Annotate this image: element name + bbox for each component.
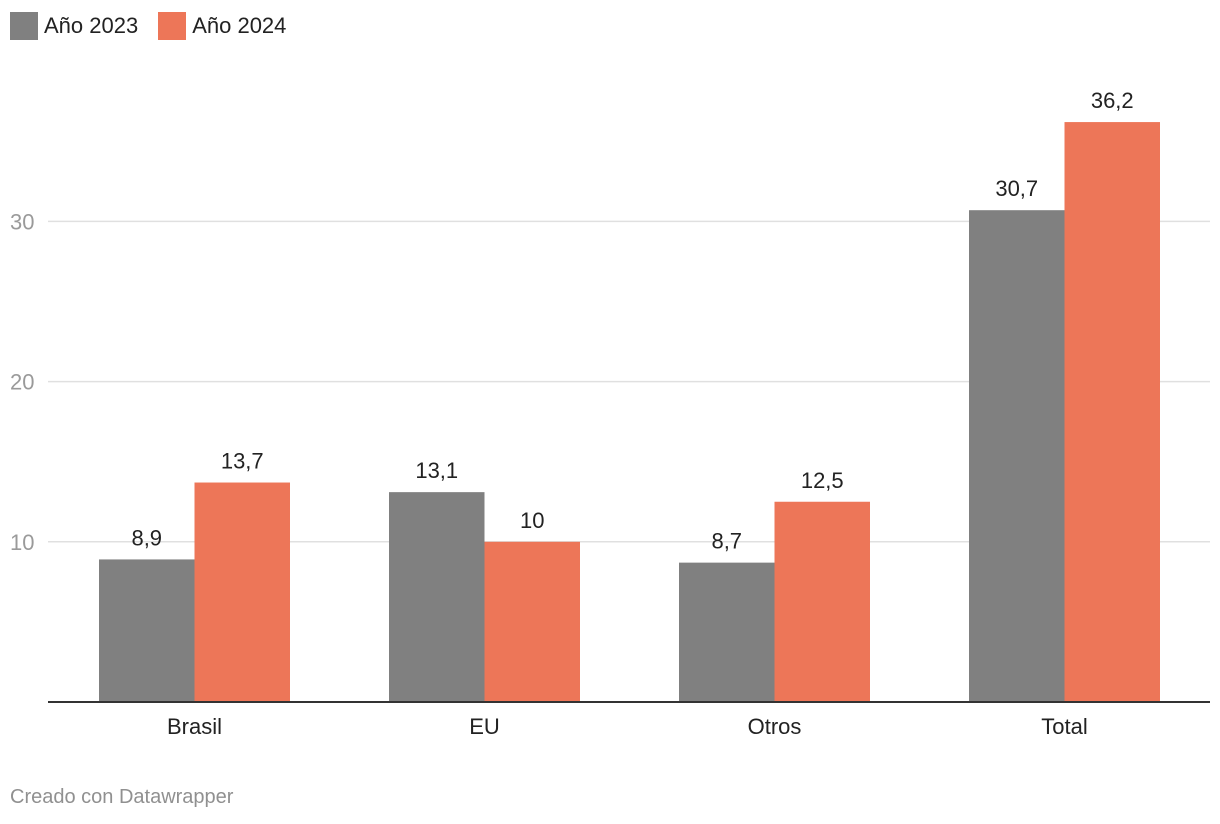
- y-tick-label-20: 20: [10, 370, 34, 395]
- value-label-eu-2023: 13,1: [415, 458, 458, 483]
- value-label-otros-2024: 12,5: [801, 468, 844, 493]
- bar-chart: 10 20 30 8,9 13,1 8,7 30,7 13,7 10 12,5 36,2 Brasil…: [10, 88, 1210, 739]
- bar-total-2023: [969, 210, 1065, 702]
- x-tick-label-total: Total: [1041, 714, 1087, 739]
- value-label-eu-2024: 10: [520, 508, 544, 533]
- legend-swatch-2023: [10, 12, 38, 40]
- bar-brasil-2023: [99, 559, 195, 702]
- legend-swatch-2024: [158, 12, 187, 40]
- bar-eu-2023: [389, 492, 485, 702]
- bar-brasil-2024: [194, 482, 290, 702]
- value-label-total-2024: 36,2: [1091, 88, 1134, 113]
- y-tick-label-30: 30: [10, 209, 34, 234]
- bar-total-2024: [1064, 122, 1160, 703]
- legend-label-2024: Año 2024: [192, 13, 287, 38]
- bar-otros-2024: [774, 501, 870, 702]
- x-tick-label-otros: Otros: [748, 714, 802, 739]
- value-label-brasil-2024: 13,7: [221, 449, 264, 474]
- value-label-brasil-2023: 8,9: [131, 525, 162, 550]
- y-tick-label-10: 10: [10, 530, 34, 555]
- legend-item-2024: Año 2024: [158, 12, 286, 40]
- legend-item-2023: Año 2023: [10, 12, 138, 40]
- legend: Año 2023 Año 2024: [10, 12, 306, 40]
- x-tick-label-eu: EU: [469, 714, 500, 739]
- bar-eu-2024: [484, 541, 580, 702]
- bar-otros-2023: [679, 562, 775, 702]
- value-label-otros-2023: 8,7: [711, 529, 742, 554]
- value-label-total-2023: 30,7: [995, 176, 1038, 201]
- legend-label-2023: Año 2023: [44, 13, 139, 38]
- x-tick-label-brasil: Brasil: [167, 714, 222, 739]
- footer-credit: Creado con Datawrapper: [10, 786, 234, 808]
